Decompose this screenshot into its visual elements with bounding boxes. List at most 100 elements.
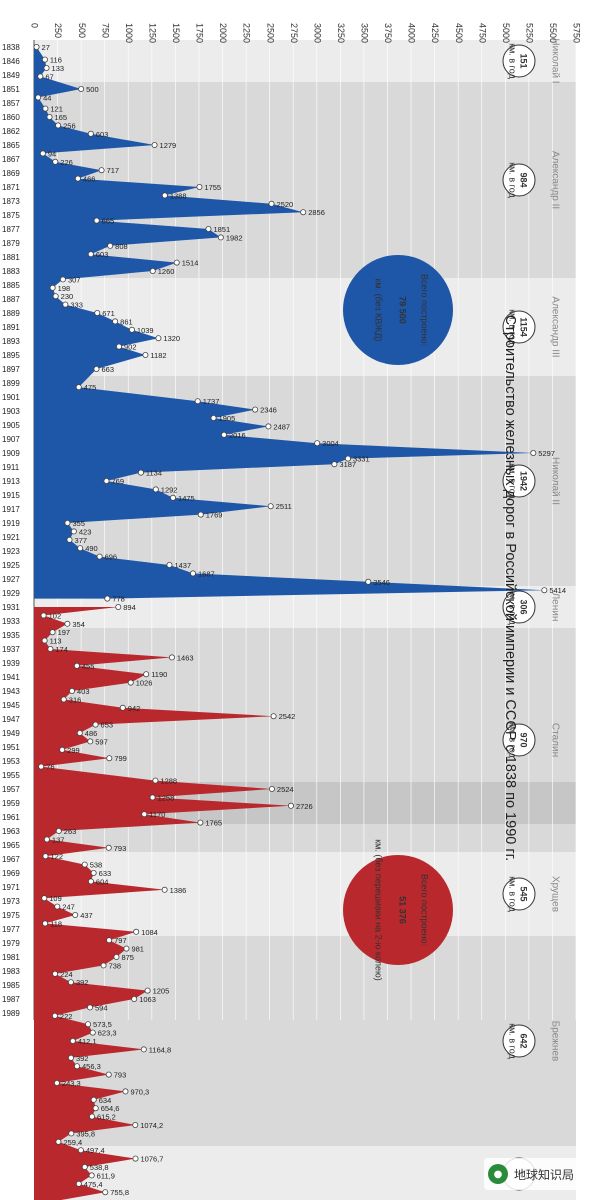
data-label: 116 xyxy=(50,56,62,65)
data-label: 354 xyxy=(72,620,85,629)
data-point xyxy=(87,878,94,885)
data-point xyxy=(107,242,114,249)
data-label: 738 xyxy=(109,961,122,970)
data-label: 1851 xyxy=(213,225,230,234)
total-note: км. (без перешивки на 2-ю колею) xyxy=(374,839,384,981)
year-label: 1939 xyxy=(2,659,20,668)
data-point xyxy=(59,276,66,283)
ruler-rate-badge xyxy=(502,877,536,911)
total-value: 79 500 xyxy=(398,296,408,324)
data-point xyxy=(217,234,224,241)
data-point xyxy=(74,1063,81,1070)
year-label: 1857 xyxy=(2,99,20,108)
data-label: 437 xyxy=(80,911,93,920)
year-label: 1927 xyxy=(2,575,20,584)
data-point xyxy=(52,293,59,300)
ruler-rate-badge xyxy=(502,44,536,78)
data-label: 174 xyxy=(55,645,68,654)
data-label: 133 xyxy=(52,64,65,73)
data-point xyxy=(151,141,158,148)
data-label: 44 xyxy=(43,93,51,102)
data-point xyxy=(265,423,272,430)
year-label: 1969 xyxy=(2,869,20,878)
data-label: 486 xyxy=(85,729,98,738)
data-point xyxy=(344,455,351,462)
globe-icon: ● xyxy=(488,1164,508,1184)
data-label: 654,6 xyxy=(101,1104,120,1113)
year-label: 1965 xyxy=(2,841,20,850)
data-label: 2856 xyxy=(308,208,325,217)
value-tick-label: 3250 xyxy=(336,23,346,43)
year-label: 1911 xyxy=(2,463,20,472)
year-label: 1903 xyxy=(2,407,20,416)
data-label: 76 xyxy=(46,763,54,772)
value-tick-label: 5750 xyxy=(572,23,582,43)
value-tick-label: 2250 xyxy=(242,23,252,43)
data-label: 615,2 xyxy=(97,1113,116,1122)
data-point xyxy=(49,629,56,636)
data-label: 2487 xyxy=(273,422,290,431)
ruler-rate: 306 xyxy=(519,599,529,614)
ruler-rate-badge xyxy=(502,723,536,757)
data-label: 412,1 xyxy=(78,1037,97,1046)
data-label: 1905 xyxy=(219,414,236,423)
data-label: 5297 xyxy=(538,449,555,458)
data-label: 1205 xyxy=(153,987,170,996)
data-label: 793 xyxy=(114,1071,127,1080)
data-point xyxy=(88,1172,95,1179)
ruler-rate-unit: км. в год xyxy=(508,589,518,625)
year-label: 1959 xyxy=(2,799,20,808)
value-tick-label: 0 xyxy=(30,23,40,28)
data-point xyxy=(51,1012,58,1019)
value-tick-label: 750 xyxy=(100,23,110,38)
data-label: 2346 xyxy=(260,406,277,415)
ruler-rate: 1154 xyxy=(519,317,529,337)
data-label: 717 xyxy=(107,166,120,175)
data-label: 94 xyxy=(48,149,56,158)
year-label: 1933 xyxy=(2,617,20,626)
data-point xyxy=(87,738,94,745)
value-tick-label: 3000 xyxy=(312,23,322,43)
data-label: 538 xyxy=(90,861,103,870)
data-point xyxy=(102,1189,109,1196)
data-label: 663 xyxy=(101,365,114,374)
data-point xyxy=(67,1054,74,1061)
year-label: 1871 xyxy=(2,183,20,192)
ruler-rate-unit: км. в год xyxy=(508,309,518,345)
value-tick-label: 4500 xyxy=(454,23,464,43)
data-point xyxy=(141,811,148,818)
data-point xyxy=(96,553,103,560)
data-point xyxy=(66,536,73,543)
data-point xyxy=(76,730,83,737)
data-point xyxy=(93,217,100,224)
data-point xyxy=(64,520,71,527)
data-label: 1084 xyxy=(141,928,158,937)
data-label: 118 xyxy=(50,919,62,928)
value-tick-label: 5250 xyxy=(524,23,534,43)
data-point xyxy=(33,44,40,51)
year-label: 1935 xyxy=(2,631,20,640)
data-point xyxy=(42,853,49,860)
data-point xyxy=(530,449,537,456)
data-point xyxy=(161,192,168,199)
data-point xyxy=(155,335,162,342)
value-tick-label: 1250 xyxy=(147,23,157,43)
data-label: 1765 xyxy=(205,819,222,828)
data-label: 1279 xyxy=(160,141,177,150)
year-label: 1919 xyxy=(2,519,20,528)
data-point xyxy=(35,94,42,101)
data-label: 2542 xyxy=(279,712,296,721)
year-label: 1851 xyxy=(2,85,20,94)
value-tick-label: 4250 xyxy=(430,23,440,43)
data-point xyxy=(123,945,130,952)
data-label: 793 xyxy=(114,844,127,853)
ruler-rate-badge xyxy=(502,464,536,498)
data-label: 122 xyxy=(50,852,63,861)
data-point xyxy=(90,1096,97,1103)
data-label: 2726 xyxy=(296,802,313,811)
year-label: 1923 xyxy=(2,547,20,556)
year-label: 1961 xyxy=(2,813,20,822)
data-label: 875 xyxy=(121,953,134,962)
data-point xyxy=(42,105,49,112)
data-label: 1258 xyxy=(158,793,175,802)
